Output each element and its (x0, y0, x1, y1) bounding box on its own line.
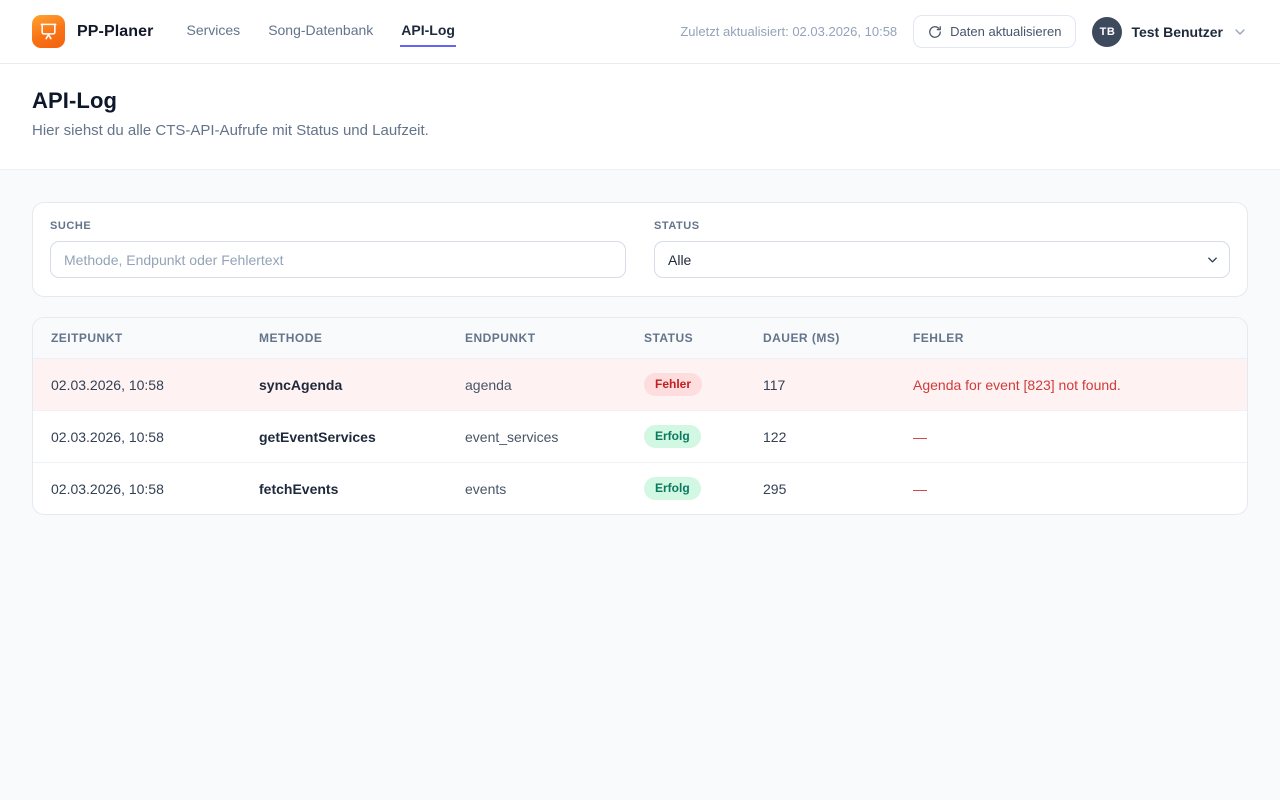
status-badge: Fehler (644, 373, 703, 396)
top-navigation-bar: PP-Planer Services Song-Datenbank API-Lo… (0, 0, 1280, 64)
brand: PP-Planer (32, 15, 154, 48)
presentation-icon (39, 22, 58, 41)
main-nav: Services Song-Datenbank API-Log (186, 16, 456, 47)
cell-fehler: Agenda for event [823] not found. (913, 376, 1121, 393)
cell-fehler: — (895, 462, 1247, 514)
api-log-table: Zeitpunkt Methode Endpunkt Status Dauer … (33, 318, 1247, 514)
status-badge: Erfolg (644, 477, 701, 500)
refresh-button-label: Daten aktualisieren (950, 24, 1062, 39)
cell-methode: syncAgenda (259, 376, 343, 393)
cell-endpunkt: event_services (447, 410, 626, 463)
api-log-table-card: Zeitpunkt Methode Endpunkt Status Dauer … (32, 317, 1248, 515)
search-input[interactable] (50, 241, 626, 278)
nav-item-api-log[interactable]: API-Log (400, 16, 456, 47)
page-title: API-Log (32, 88, 118, 113)
cell-fehler: — (895, 410, 1247, 463)
cell-status: Erfolg (626, 410, 745, 463)
user-name: Test Benutzer (1131, 23, 1223, 40)
nav-item-services[interactable]: Services (186, 22, 241, 38)
table-row: 02.03.2026, 10:58 getEventServices event… (33, 410, 1247, 463)
cell-status: Fehler (626, 359, 745, 411)
refresh-data-button[interactable]: Daten aktualisieren (913, 15, 1077, 48)
col-header-methode: Methode (241, 318, 447, 359)
last-updated-text: Zuletzt aktualisiert: 02.03.2026, 10:58 (680, 24, 898, 39)
refresh-icon (928, 25, 942, 39)
status-badge: Erfolg (644, 425, 701, 448)
col-header-fehler: Fehler (895, 318, 1247, 359)
search-field-group: Suche (50, 220, 626, 278)
col-header-dauer: Dauer (ms) (745, 318, 895, 359)
cell-status: Erfolg (626, 462, 745, 514)
table-header: Zeitpunkt Methode Endpunkt Status Dauer … (33, 318, 1247, 359)
brand-name: PP-Planer (77, 22, 154, 40)
cell-zeitpunkt: 02.03.2026, 10:58 (33, 462, 241, 514)
table-row: 02.03.2026, 10:58 fetchEvents events Erf… (33, 462, 1247, 514)
status-field-group: Status Alle (654, 220, 1230, 278)
cell-endpunkt: agenda (465, 376, 512, 393)
nav-item-song-datenbank[interactable]: Song-Datenbank (268, 22, 374, 38)
cell-dauer: 122 (745, 410, 895, 463)
col-header-endpunkt: Endpunkt (447, 318, 626, 359)
user-menu[interactable]: TB Test Benutzer (1092, 16, 1248, 47)
col-header-zeitpunkt: Zeitpunkt (33, 318, 241, 359)
app-logo (32, 15, 65, 48)
status-select-wrap: Alle (654, 241, 1230, 278)
page-header: API-Log Hier siehst du alle CTS-API-Aufr… (0, 64, 1280, 170)
main-content: Suche Status Alle (0, 170, 1280, 547)
cell-dauer: 117 (763, 376, 786, 393)
cell-methode: fetchEvents (241, 462, 447, 514)
cell-zeitpunkt: 02.03.2026, 10:58 (51, 376, 164, 393)
cell-dauer: 295 (745, 462, 895, 514)
user-avatar: TB (1092, 16, 1123, 47)
cell-zeitpunkt: 02.03.2026, 10:58 (33, 410, 241, 463)
status-select[interactable]: Alle (654, 241, 1230, 278)
table-row: 02.03.2026, 10:58 syncAgenda agenda Fehl… (33, 358, 1247, 411)
table-body: 02.03.2026, 10:58 syncAgenda agenda Fehl… (33, 358, 1247, 514)
search-label: Suche (50, 220, 92, 232)
topbar-right: Zuletzt aktualisiert: 02.03.2026, 10:58 … (680, 15, 1248, 48)
col-header-status: Status (626, 318, 745, 359)
chevron-down-icon (1232, 24, 1248, 40)
cell-endpunkt: events (447, 462, 626, 514)
cell-methode: getEventServices (241, 410, 447, 463)
page-subtitle: Hier siehst du alle CTS-API-Aufrufe mit … (32, 122, 429, 139)
status-label: Status (654, 220, 700, 232)
filter-panel: Suche Status Alle (32, 202, 1248, 297)
